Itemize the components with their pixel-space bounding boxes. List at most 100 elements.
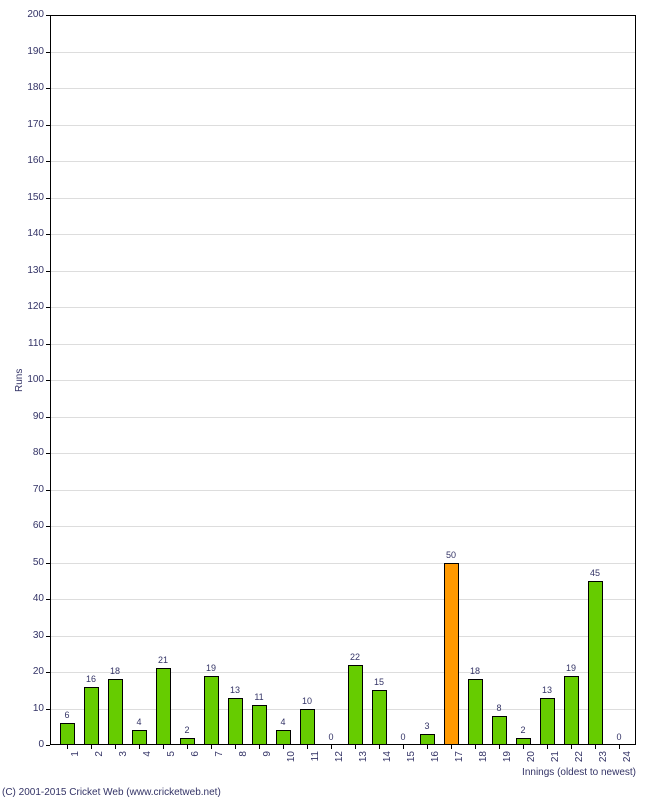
x-tick-label: 16 <box>430 751 441 771</box>
y-tick <box>46 344 50 345</box>
y-tick-label: 140 <box>20 228 44 239</box>
bar <box>252 705 267 745</box>
bar-value-label: 10 <box>297 696 317 706</box>
x-tick-label: 12 <box>334 751 345 771</box>
bar-value-label: 50 <box>441 550 461 560</box>
y-tick <box>46 599 50 600</box>
bar <box>228 698 243 745</box>
x-tick <box>187 745 188 749</box>
bar-value-label: 4 <box>129 717 149 727</box>
gridline <box>51 161 635 162</box>
y-tick-label: 90 <box>20 411 44 422</box>
gridline <box>51 307 635 308</box>
bar <box>372 690 387 745</box>
gridline <box>51 563 635 564</box>
bar <box>468 679 483 745</box>
x-tick-label: 4 <box>142 751 153 771</box>
x-tick-label: 10 <box>286 751 297 771</box>
x-tick <box>523 745 524 749</box>
bar-value-label: 3 <box>417 721 437 731</box>
gridline <box>51 344 635 345</box>
bar-value-label: 19 <box>201 663 221 673</box>
bar <box>492 716 507 745</box>
y-tick-label: 60 <box>20 520 44 531</box>
x-tick <box>67 745 68 749</box>
bar <box>204 676 219 745</box>
x-tick-label: 18 <box>478 751 489 771</box>
bar <box>108 679 123 745</box>
y-tick-label: 190 <box>20 46 44 57</box>
y-tick-label: 150 <box>20 192 44 203</box>
y-tick <box>46 563 50 564</box>
x-tick-label: 17 <box>454 751 465 771</box>
x-tick-label: 13 <box>358 751 369 771</box>
x-tick <box>619 745 620 749</box>
x-tick-label: 6 <box>190 751 201 771</box>
y-tick-label: 40 <box>20 593 44 604</box>
y-tick <box>46 672 50 673</box>
gridline <box>51 599 635 600</box>
y-tick <box>46 636 50 637</box>
bar-value-label: 19 <box>561 663 581 673</box>
y-tick-label: 200 <box>20 9 44 20</box>
y-tick-label: 80 <box>20 447 44 458</box>
bar <box>156 668 171 745</box>
gridline <box>51 380 635 381</box>
gridline <box>51 417 635 418</box>
bar-value-label: 18 <box>105 666 125 676</box>
bar <box>180 738 195 745</box>
y-tick-label: 170 <box>20 119 44 130</box>
x-tick <box>235 745 236 749</box>
bar <box>444 563 459 746</box>
y-tick <box>46 271 50 272</box>
x-tick-label: 2 <box>94 751 105 771</box>
x-tick-label: 3 <box>118 751 129 771</box>
x-tick <box>355 745 356 749</box>
y-tick <box>46 307 50 308</box>
bar <box>60 723 75 745</box>
y-tick <box>46 198 50 199</box>
bar <box>564 676 579 745</box>
bar-value-label: 21 <box>153 655 173 665</box>
gridline <box>51 198 635 199</box>
x-tick <box>283 745 284 749</box>
x-tick <box>139 745 140 749</box>
y-tick <box>46 161 50 162</box>
y-tick <box>46 380 50 381</box>
y-tick <box>46 709 50 710</box>
bar-value-label: 18 <box>465 666 485 676</box>
copyright-footer: (C) 2001-2015 Cricket Web (www.cricketwe… <box>2 787 221 798</box>
x-tick-label: 14 <box>382 751 393 771</box>
x-tick-label: 7 <box>214 751 225 771</box>
y-tick <box>46 52 50 53</box>
bar-value-label: 8 <box>489 703 509 713</box>
y-tick-label: 70 <box>20 484 44 495</box>
y-tick-label: 50 <box>20 557 44 568</box>
gridline <box>51 672 635 673</box>
y-tick-label: 0 <box>20 739 44 750</box>
x-tick-label: 9 <box>262 751 273 771</box>
bar-value-label: 0 <box>609 732 629 742</box>
x-tick <box>451 745 452 749</box>
x-tick-label: 11 <box>310 751 321 771</box>
x-tick <box>595 745 596 749</box>
bar <box>132 730 147 745</box>
y-tick <box>46 88 50 89</box>
y-tick <box>46 125 50 126</box>
x-axis-title: Innings (oldest to newest) <box>522 767 636 778</box>
gridline <box>51 526 635 527</box>
x-tick <box>499 745 500 749</box>
gridline <box>51 271 635 272</box>
bar <box>300 709 315 746</box>
y-tick-label: 10 <box>20 703 44 714</box>
bar-value-label: 6 <box>57 710 77 720</box>
gridline <box>51 88 635 89</box>
y-tick <box>46 417 50 418</box>
x-tick <box>307 745 308 749</box>
y-tick <box>46 745 50 746</box>
y-tick-label: 160 <box>20 155 44 166</box>
x-tick <box>427 745 428 749</box>
bar-value-label: 2 <box>177 725 197 735</box>
bar-value-label: 45 <box>585 568 605 578</box>
y-tick-label: 110 <box>20 338 44 349</box>
